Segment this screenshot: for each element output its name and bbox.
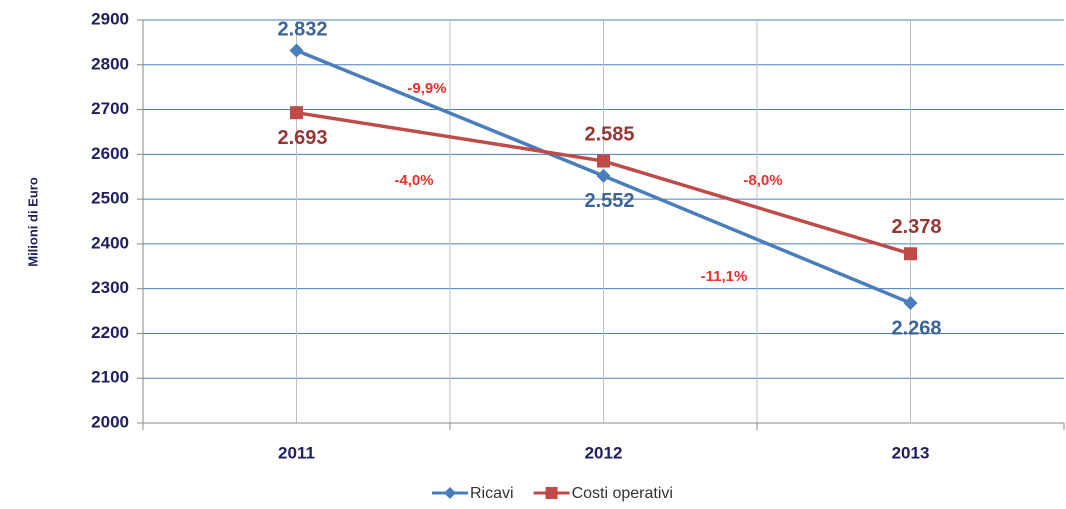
legend-label: Costi operativi bbox=[572, 485, 673, 502]
legend-marker bbox=[444, 487, 456, 499]
data-label: 2.585 bbox=[584, 123, 634, 145]
marker bbox=[289, 43, 304, 58]
y-tick-label: 2600 bbox=[91, 144, 129, 163]
annotation: -9,9% bbox=[407, 80, 446, 97]
data-label: 2.693 bbox=[277, 127, 327, 149]
x-tick-label: 2013 bbox=[892, 443, 930, 462]
y-tick-label: 2800 bbox=[91, 54, 129, 73]
annotation: -8,0% bbox=[743, 172, 782, 189]
marker bbox=[597, 154, 610, 168]
data-label: 2.832 bbox=[277, 19, 327, 41]
marker bbox=[903, 295, 918, 310]
y-axis-label: Milioni di Euro bbox=[25, 177, 40, 267]
annotation: -11,1% bbox=[701, 268, 748, 285]
y-tick-label: 2400 bbox=[91, 233, 129, 252]
annotation: -4,0% bbox=[394, 172, 433, 189]
data-label: 2.378 bbox=[891, 216, 941, 238]
marker bbox=[596, 168, 611, 183]
y-tick-label: 2300 bbox=[91, 278, 129, 297]
y-tick-label: 2900 bbox=[91, 9, 129, 28]
x-tick-label: 2012 bbox=[585, 443, 623, 462]
legend-label: Ricavi bbox=[470, 485, 514, 502]
data-label: 2.552 bbox=[584, 190, 634, 212]
marker bbox=[290, 106, 303, 120]
y-tick-label: 2000 bbox=[91, 412, 129, 431]
y-tick-label: 2700 bbox=[91, 99, 129, 118]
legend-marker bbox=[545, 487, 558, 499]
x-tick-label: 2011 bbox=[278, 443, 315, 462]
y-tick-label: 2500 bbox=[91, 189, 129, 208]
data-label: 2.268 bbox=[891, 317, 941, 339]
y-tick-label: 2100 bbox=[91, 368, 129, 387]
marker bbox=[904, 247, 917, 261]
y-tick-label: 2200 bbox=[91, 323, 129, 342]
